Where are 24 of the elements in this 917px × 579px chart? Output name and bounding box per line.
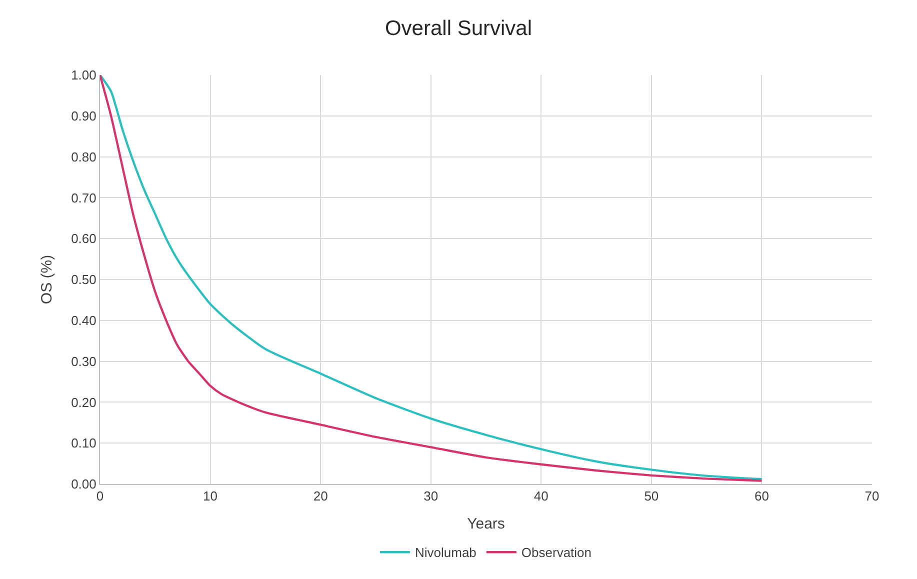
y-tick-label: 0.30: [71, 354, 96, 369]
y-axis-title: OS (%): [38, 254, 56, 304]
y-tick-label: 0.60: [71, 231, 96, 246]
y-tick-label: 0.40: [71, 312, 96, 328]
x-tick-label: 20: [313, 488, 328, 504]
y-tick-label: 1.00: [71, 68, 96, 83]
y-tick-label: 0.70: [71, 190, 96, 206]
legend-label: Observation: [521, 545, 592, 560]
x-tick-label: 50: [644, 488, 659, 504]
y-tick-label: 0.00: [71, 476, 96, 492]
x-axis-title: Years: [467, 516, 505, 533]
y-tick-label: 0.80: [71, 149, 96, 164]
x-tick-label: 60: [754, 488, 769, 504]
y-tick-label: 0.50: [71, 272, 96, 288]
chart-title: Overall Survival: [384, 16, 532, 40]
y-tick-label: 0.10: [71, 436, 96, 451]
y-tick-label: 0.90: [71, 108, 96, 124]
x-tick-label: 10: [203, 488, 218, 504]
x-tick-label: 30: [424, 488, 438, 504]
x-tick-label: 0: [96, 488, 104, 504]
x-tick-label: 40: [534, 488, 548, 504]
x-tick-label: 70: [864, 488, 880, 504]
legend-label: Nivolumab: [415, 545, 476, 560]
y-tick-label: 0.20: [71, 394, 96, 410]
